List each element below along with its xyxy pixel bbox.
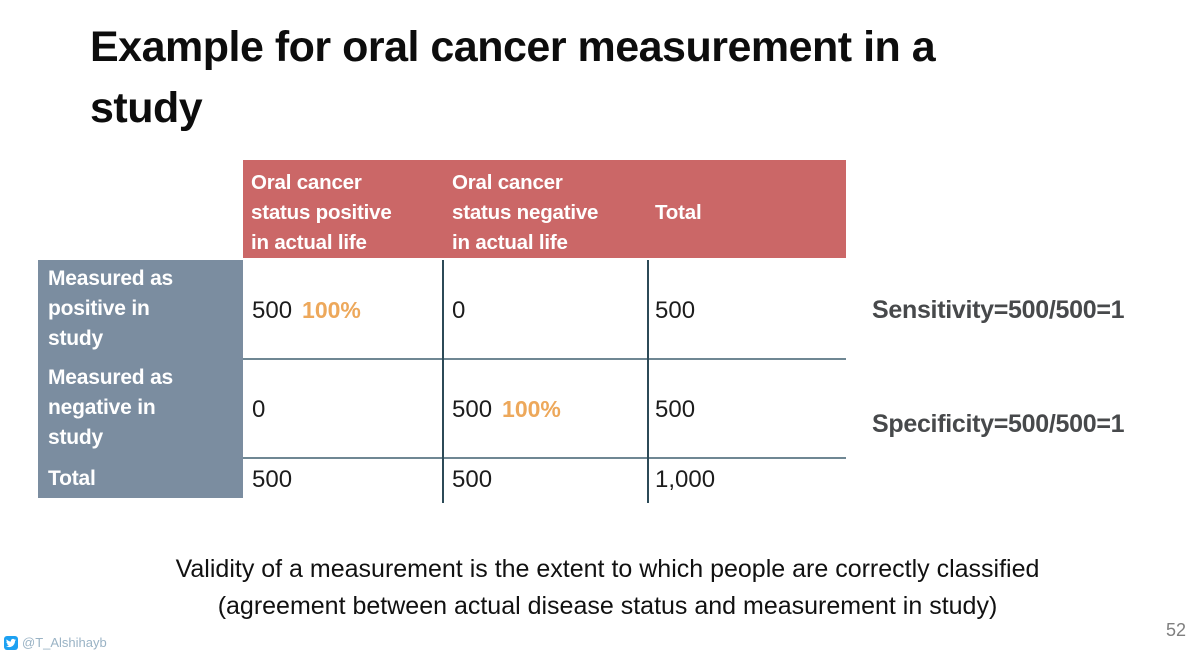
cell-value: 500 (252, 466, 293, 493)
sensitivity-annotation: Sensitivity=500/500=1 (872, 296, 1125, 324)
column-header-line: status negative (452, 201, 599, 224)
table-cell: 500 (655, 297, 695, 325)
footer: @T_Alshihayb (4, 635, 107, 650)
column-header-status-positive: Oral cancer status positive in actual li… (251, 168, 451, 258)
column-header-line: in actual life (452, 231, 568, 254)
grid-line-horizontal (243, 457, 846, 459)
column-header-total: Total (655, 198, 835, 228)
table-cell: 0 (452, 297, 465, 325)
cell-value: 0 (452, 297, 466, 324)
table-header-row-background (243, 160, 846, 258)
twitter-handle: @T_Alshihayb (22, 635, 107, 650)
caption-line: (agreement between actual disease status… (217, 592, 998, 620)
column-header-status-negative: Oral cancer status negative in actual li… (452, 168, 657, 258)
column-header-line: in actual life (251, 231, 367, 254)
table-cell: 0 (252, 396, 265, 424)
table-cell: 500 100% (252, 297, 361, 325)
row-header-line: study (48, 327, 104, 350)
table-cell: 500 (452, 466, 492, 494)
column-header-line: Oral cancer (251, 171, 362, 194)
row-header-total: Total (48, 464, 96, 494)
specificity-annotation: Specificity=500/500=1 (872, 410, 1125, 438)
row-header-line: Total (48, 467, 96, 490)
twitter-icon (4, 635, 18, 650)
percent-note: 100% (502, 396, 561, 422)
table-cell: 500 100% (452, 396, 561, 424)
cell-value: 500 (452, 396, 493, 423)
grid-line-vertical (442, 260, 444, 503)
column-header-line: Total (655, 201, 702, 224)
table-cell: 500 (252, 466, 292, 494)
table-cell: 1,000 (655, 466, 715, 494)
cell-value: 500 (252, 297, 293, 324)
row-header-line: Measured as (48, 366, 174, 389)
grid-line-vertical (647, 260, 649, 503)
page-title-line: Example for oral cancer measurement in a (90, 23, 936, 71)
page-number: 52 (1165, 620, 1186, 640)
cell-value: 500 (655, 396, 696, 423)
page-title: Example for oral cancer measurement in a… (90, 17, 1100, 139)
cell-value: 1,000 (655, 466, 716, 493)
page-title-line: study (90, 84, 203, 132)
table-row-header-column-background (38, 260, 243, 498)
caption-line: Validity of a measurement is the extent … (175, 555, 1040, 583)
row-header-line: study (48, 426, 104, 449)
row-header-line: positive in (48, 297, 150, 320)
grid-line-horizontal (243, 358, 846, 360)
row-header-measured-positive: Measured as positive in study (48, 264, 173, 354)
column-header-line: Oral cancer (452, 171, 563, 194)
cell-value: 500 (452, 466, 493, 493)
row-header-measured-negative: Measured as negative in study (48, 363, 173, 453)
column-header-line: status positive (251, 201, 392, 224)
row-header-line: Measured as (48, 267, 174, 290)
caption: Validity of a measurement is the extent … (15, 551, 1200, 625)
row-header-line: negative in (48, 396, 156, 419)
percent-note: 100% (302, 297, 361, 323)
table-cell: 500 (655, 396, 695, 424)
cell-value: 0 (252, 396, 266, 423)
cell-value: 500 (655, 297, 696, 324)
